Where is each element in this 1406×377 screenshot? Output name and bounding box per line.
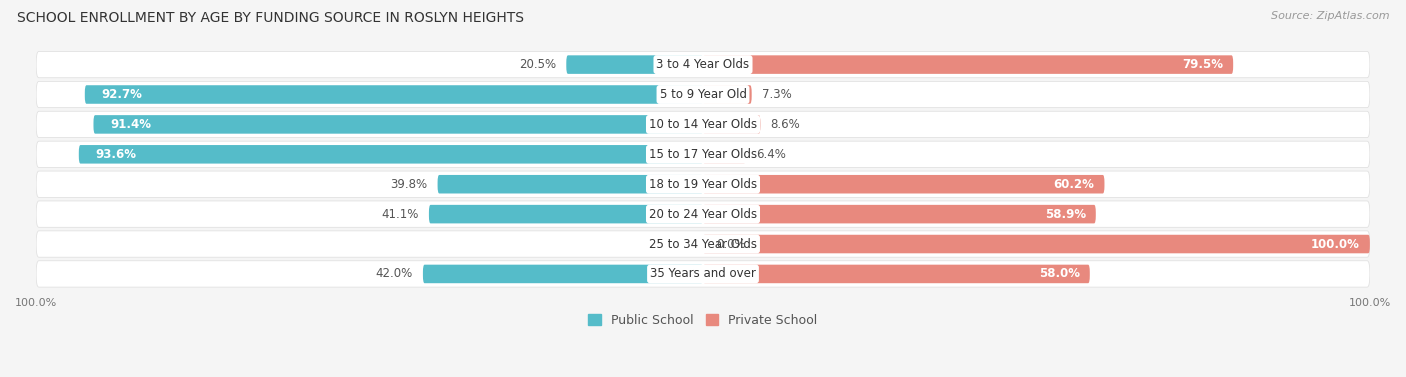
- FancyBboxPatch shape: [429, 205, 703, 224]
- FancyBboxPatch shape: [84, 85, 703, 104]
- Text: 42.0%: 42.0%: [375, 267, 413, 280]
- Text: 25 to 34 Year Olds: 25 to 34 Year Olds: [650, 238, 756, 251]
- Text: 39.8%: 39.8%: [391, 178, 427, 191]
- Text: 79.5%: 79.5%: [1182, 58, 1223, 71]
- Text: 91.4%: 91.4%: [110, 118, 152, 131]
- FancyBboxPatch shape: [703, 205, 1095, 224]
- Text: 60.2%: 60.2%: [1053, 178, 1094, 191]
- Text: 7.3%: 7.3%: [762, 88, 792, 101]
- Text: 20.5%: 20.5%: [519, 58, 557, 71]
- FancyBboxPatch shape: [703, 145, 745, 164]
- FancyBboxPatch shape: [703, 85, 752, 104]
- FancyBboxPatch shape: [37, 141, 1369, 167]
- Text: Source: ZipAtlas.com: Source: ZipAtlas.com: [1271, 11, 1389, 21]
- FancyBboxPatch shape: [567, 55, 703, 74]
- FancyBboxPatch shape: [423, 265, 703, 283]
- FancyBboxPatch shape: [37, 81, 1369, 108]
- Text: 0.0%: 0.0%: [716, 238, 747, 251]
- FancyBboxPatch shape: [37, 261, 1369, 287]
- Text: 8.6%: 8.6%: [770, 118, 800, 131]
- Text: 93.6%: 93.6%: [96, 148, 136, 161]
- Text: SCHOOL ENROLLMENT BY AGE BY FUNDING SOURCE IN ROSLYN HEIGHTS: SCHOOL ENROLLMENT BY AGE BY FUNDING SOUR…: [17, 11, 524, 25]
- FancyBboxPatch shape: [37, 231, 1369, 257]
- Legend: Public School, Private School: Public School, Private School: [583, 309, 823, 332]
- Text: 92.7%: 92.7%: [101, 88, 142, 101]
- FancyBboxPatch shape: [37, 111, 1369, 138]
- Text: 20 to 24 Year Olds: 20 to 24 Year Olds: [650, 208, 756, 221]
- Text: 18 to 19 Year Olds: 18 to 19 Year Olds: [650, 178, 756, 191]
- Text: 100.0%: 100.0%: [1310, 238, 1360, 251]
- Text: 5 to 9 Year Old: 5 to 9 Year Old: [659, 88, 747, 101]
- FancyBboxPatch shape: [93, 115, 703, 134]
- FancyBboxPatch shape: [79, 145, 703, 164]
- FancyBboxPatch shape: [703, 55, 1233, 74]
- Text: 10 to 14 Year Olds: 10 to 14 Year Olds: [650, 118, 756, 131]
- FancyBboxPatch shape: [37, 171, 1369, 198]
- FancyBboxPatch shape: [703, 265, 1090, 283]
- Text: 58.0%: 58.0%: [1039, 267, 1080, 280]
- Text: 58.9%: 58.9%: [1045, 208, 1085, 221]
- Text: 41.1%: 41.1%: [381, 208, 419, 221]
- Text: 3 to 4 Year Olds: 3 to 4 Year Olds: [657, 58, 749, 71]
- Text: 15 to 17 Year Olds: 15 to 17 Year Olds: [650, 148, 756, 161]
- Text: 35 Years and over: 35 Years and over: [650, 267, 756, 280]
- FancyBboxPatch shape: [703, 115, 761, 134]
- FancyBboxPatch shape: [703, 175, 1105, 193]
- FancyBboxPatch shape: [37, 51, 1369, 78]
- FancyBboxPatch shape: [37, 201, 1369, 227]
- FancyBboxPatch shape: [703, 235, 1369, 253]
- Text: 6.4%: 6.4%: [755, 148, 786, 161]
- FancyBboxPatch shape: [437, 175, 703, 193]
